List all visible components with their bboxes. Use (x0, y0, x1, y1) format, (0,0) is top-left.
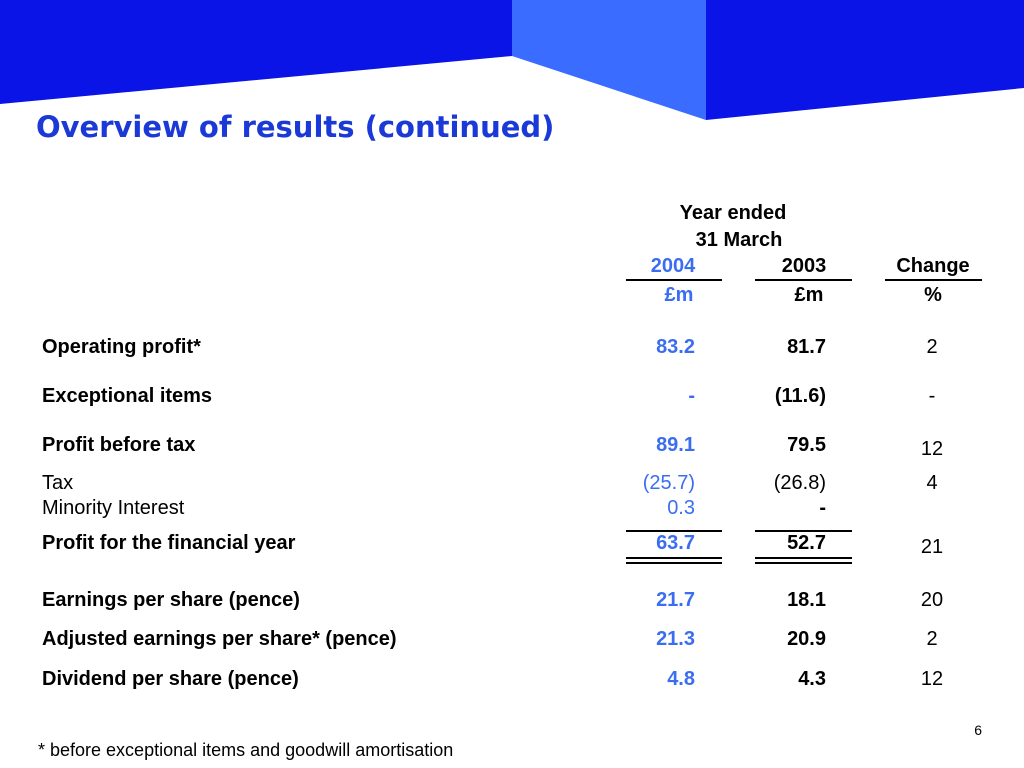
value-2004: - (688, 385, 695, 407)
row-label: Tax (42, 472, 74, 494)
row-label: Profit before tax (42, 434, 196, 456)
table-row: Operating profit* 83.2 81.7 2 (0, 336, 1024, 362)
row-label: Minority Interest (42, 497, 185, 519)
row-label: Exceptional items (42, 385, 213, 407)
value-2004: 21.7 (656, 589, 695, 611)
header-banner (0, 0, 1024, 120)
header-col-2003: 2003 (781, 255, 827, 277)
value-2003: 81.7 (787, 336, 826, 358)
row-label: Dividend per share (pence) (42, 668, 299, 690)
banner-left-shape (0, 0, 512, 104)
row-label: Adjusted earnings per share* (pence) (42, 628, 397, 650)
header-period-line1: Year ended (679, 202, 787, 224)
value-2004: 21.3 (656, 628, 695, 650)
table-row: Tax (25.7) (26.8) 4 (0, 472, 1024, 498)
value-2003: 20.9 (787, 628, 826, 650)
banner-right-shape (706, 0, 1024, 120)
subtotal-rule-2004 (626, 530, 722, 532)
header-rule-change (885, 279, 982, 281)
slide-title: Overview of results (continued) (36, 110, 555, 144)
table-row: Earnings per share (pence) 21.7 18.1 20 (0, 589, 1024, 615)
header-period-line2: 31 March (695, 229, 783, 251)
table-row: Adjusted earnings per share* (pence) 21.3… (0, 628, 1024, 654)
header-col-2004: 2004 (650, 255, 696, 277)
table-row: Profit for the financial year 63.7 52.7 21 (0, 532, 1024, 558)
value-2004: (25.7) (642, 472, 695, 494)
footnote: * before exceptional items and goodwill … (38, 740, 454, 760)
table-row: Profit before tax 89.1 79.5 12 (0, 434, 1024, 460)
header-unit-change: % (924, 284, 942, 306)
value-2003: 4.3 (798, 668, 826, 690)
value-2003: - (819, 497, 826, 519)
value-2004: 63.7 (656, 532, 695, 554)
value-change: 4 (926, 472, 938, 494)
value-2003: 79.5 (787, 434, 826, 456)
value-2003: (26.8) (773, 472, 826, 494)
page-number: 6 (974, 722, 982, 738)
value-change: 20 (920, 589, 944, 611)
row-label: Operating profit* (42, 336, 201, 358)
header-unit-2004: £m (664, 284, 694, 306)
row-label: Profit for the financial year (42, 532, 296, 554)
header-rule-2004 (626, 279, 722, 281)
total-double-rule-2004 (626, 557, 722, 564)
total-double-rule-2003 (755, 557, 852, 564)
value-change: 12 (920, 438, 944, 460)
header-rule-2003 (755, 279, 852, 281)
value-change: 12 (920, 668, 944, 690)
value-2003: 52.7 (787, 532, 826, 554)
value-2004: 4.8 (667, 668, 695, 690)
value-2004: 83.2 (656, 336, 695, 358)
header-col-change: Change (896, 255, 970, 277)
banner-middle-shape (512, 0, 706, 120)
table-row: Exceptional items - (11.6) - (0, 385, 1024, 411)
value-change: 2 (926, 336, 938, 358)
header-unit-2003: £m (794, 284, 824, 306)
value-2004: 89.1 (656, 434, 695, 456)
row-label: Earnings per share (pence) (42, 589, 300, 611)
subtotal-rule-2003 (755, 530, 852, 532)
value-change: 21 (920, 536, 944, 558)
value-2003: 18.1 (787, 589, 826, 611)
value-2004: 0.3 (667, 497, 695, 519)
value-change: - (928, 385, 936, 407)
value-2003: (11.6) (774, 385, 826, 407)
table-row: Dividend per share (pence) 4.8 4.3 12 (0, 668, 1024, 694)
value-change: 2 (926, 628, 938, 650)
table-row: Minority Interest 0.3 - (0, 497, 1024, 523)
